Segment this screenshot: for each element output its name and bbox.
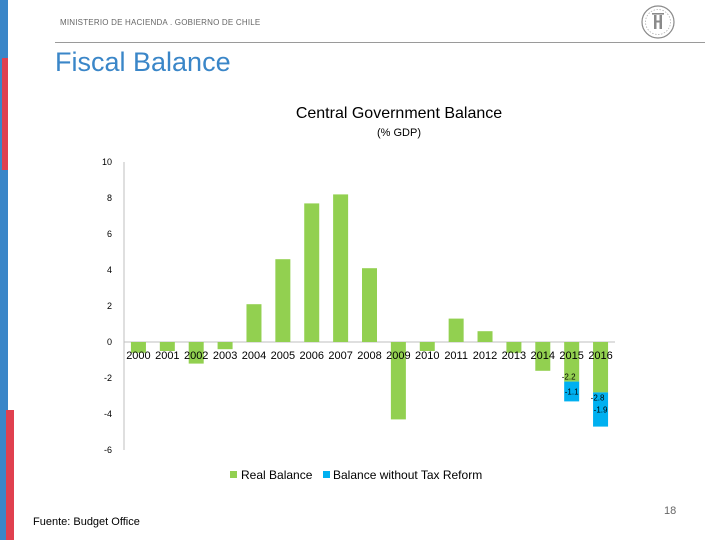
legend-label-without-tax-reform: Balance without Tax Reform — [333, 468, 482, 482]
bar-real-balance-2004 — [246, 304, 262, 342]
government-seal-icon — [641, 5, 675, 39]
data-label-without-reform-2016: -1.9 — [594, 406, 608, 415]
left-accent-bar-red-top — [2, 58, 8, 170]
bar-real-balance-2012 — [477, 331, 493, 342]
bar-real-balance-2010 — [419, 342, 435, 351]
x-tick-label-2000: 2000 — [126, 350, 150, 362]
chart-title: Central Government Balance — [296, 105, 502, 122]
data-label-real-2016: -2.8 — [591, 393, 605, 402]
y-tick-label: -2 — [104, 373, 112, 383]
x-tick-label-2012: 2012 — [473, 350, 497, 362]
bar-real-balance-2008 — [362, 268, 377, 342]
slide-title: Fiscal Balance — [55, 47, 231, 77]
header-divider — [55, 42, 705, 43]
data-label-real-2015: -2.2 — [562, 373, 576, 382]
left-accent-bar-blue-middle — [0, 170, 8, 410]
data-label-without-reform-2015: -1.1 — [565, 388, 579, 397]
bar-real-balance-2011 — [448, 318, 464, 342]
y-tick-label: -4 — [104, 409, 112, 419]
y-tick-label: 8 — [107, 193, 112, 203]
bar-real-balance-2005 — [275, 259, 291, 342]
x-tick-label-2015: 2015 — [559, 350, 583, 362]
legend-swatch-real-balance — [230, 471, 237, 478]
bar-real-balance-2007 — [333, 194, 349, 342]
x-tick-label-2014: 2014 — [531, 350, 555, 362]
bar-real-balance-2006 — [304, 203, 320, 342]
source-note: Fuente: Budget Office — [33, 516, 140, 528]
left-accent-bar-red-bottom — [6, 410, 14, 540]
x-tick-label-2002: 2002 — [184, 350, 208, 362]
bar-real-balance-2000 — [130, 342, 146, 353]
bar-without-tax-reform-2015 — [564, 381, 580, 402]
x-tick-label-2004: 2004 — [242, 350, 266, 362]
bar-real-balance-2001 — [159, 342, 175, 351]
x-tick-label-2007: 2007 — [328, 350, 352, 362]
x-tick-label-2003: 2003 — [213, 350, 237, 362]
x-tick-label-2001: 2001 — [155, 350, 179, 362]
x-tick-label-2010: 2010 — [415, 350, 439, 362]
y-tick-label: 4 — [107, 265, 112, 275]
x-tick-label-2009: 2009 — [386, 350, 410, 362]
chart-subtitle: (% GDP) — [377, 127, 421, 139]
page-number: 18 — [664, 505, 677, 517]
x-tick-label-2005: 2005 — [271, 350, 295, 362]
bar-real-balance-2015 — [564, 342, 580, 382]
y-tick-label: -6 — [104, 445, 112, 455]
ministry-header: MINISTERIO DE HACIENDA . GOBIERNO DE CHI… — [60, 18, 261, 27]
y-tick-label: 6 — [107, 229, 112, 239]
bar-real-balance-2003 — [217, 342, 233, 350]
bar-without-tax-reform-2016 — [593, 392, 609, 427]
y-tick-label: 0 — [107, 337, 112, 347]
x-tick-label-2006: 2006 — [299, 350, 323, 362]
legend-label-real-balance: Real Balance — [241, 468, 313, 482]
y-tick-label: 2 — [107, 301, 112, 311]
bar-real-balance-2002 — [188, 342, 204, 364]
x-tick-label-2016: 2016 — [588, 350, 612, 362]
bar-real-balance-2016 — [593, 342, 609, 393]
bar-real-balance-2014 — [535, 342, 551, 371]
left-accent-bar-blue-bottom — [0, 410, 6, 540]
legend-swatch-without-tax-reform — [323, 471, 330, 478]
x-tick-label-2008: 2008 — [357, 350, 381, 362]
bar-real-balance-2013 — [506, 342, 522, 353]
bar-real-balance-2009 — [390, 342, 406, 420]
x-tick-label-2011: 2011 — [444, 350, 468, 362]
y-tick-label: 10 — [102, 157, 112, 167]
x-tick-label-2013: 2013 — [502, 350, 526, 362]
